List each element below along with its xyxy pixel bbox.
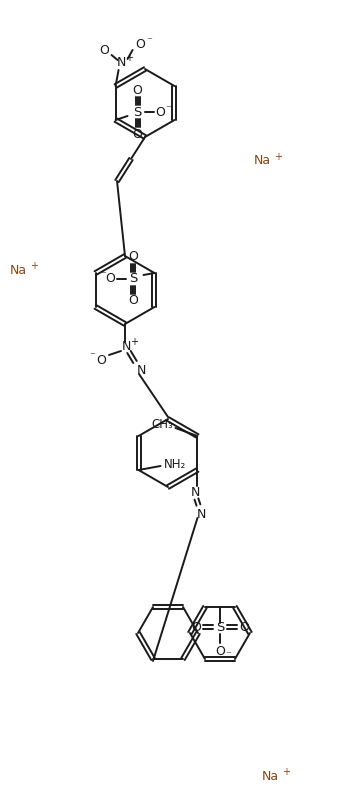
- Text: N: N: [121, 339, 131, 353]
- Text: N: N: [117, 56, 126, 69]
- Text: O: O: [191, 621, 201, 634]
- Text: +: +: [282, 767, 290, 777]
- Text: N: N: [191, 485, 200, 499]
- Text: +: +: [274, 152, 282, 162]
- Text: O: O: [105, 272, 115, 286]
- Text: Na: Na: [261, 769, 278, 783]
- Text: S: S: [129, 272, 138, 286]
- Text: O: O: [239, 621, 249, 634]
- Text: +: +: [124, 53, 133, 63]
- Text: ⁻: ⁻: [101, 270, 106, 280]
- Text: O: O: [96, 354, 106, 366]
- Text: Na: Na: [253, 155, 271, 168]
- Text: ⁻: ⁻: [166, 104, 171, 114]
- Text: Na: Na: [10, 263, 27, 276]
- Text: ⁻: ⁻: [89, 351, 95, 361]
- Text: N: N: [136, 364, 146, 377]
- Text: O: O: [133, 128, 142, 140]
- Text: N: N: [197, 508, 206, 522]
- Text: NH₂: NH₂: [164, 459, 186, 472]
- Text: ⁻: ⁻: [147, 36, 153, 46]
- Text: O: O: [129, 294, 138, 307]
- Text: O: O: [156, 105, 166, 118]
- Text: O: O: [136, 38, 146, 50]
- Text: S: S: [133, 105, 142, 118]
- Text: ⁻: ⁻: [225, 650, 231, 660]
- Text: S: S: [216, 621, 224, 634]
- Text: O: O: [100, 44, 109, 57]
- Text: +: +: [130, 337, 138, 347]
- Text: O: O: [133, 84, 142, 97]
- Text: O: O: [215, 645, 225, 658]
- Text: CH₃: CH₃: [152, 417, 173, 430]
- Text: +: +: [30, 261, 38, 271]
- Text: O: O: [129, 251, 138, 263]
